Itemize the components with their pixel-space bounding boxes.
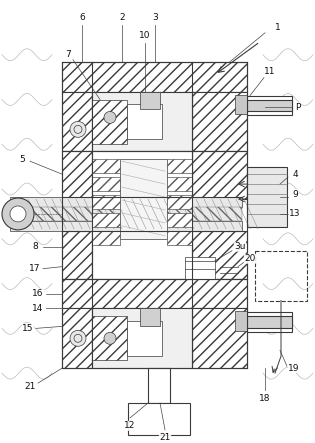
Bar — [92, 213, 120, 227]
Text: 1: 1 — [275, 23, 281, 32]
Bar — [62, 92, 92, 151]
Bar — [120, 159, 167, 239]
Text: 15: 15 — [22, 324, 34, 333]
Circle shape — [70, 330, 86, 346]
Bar — [247, 167, 287, 227]
Bar — [128, 403, 190, 435]
Text: 11: 11 — [264, 67, 276, 76]
Bar — [167, 159, 192, 173]
Bar — [92, 151, 192, 199]
Text: 3u: 3u — [234, 242, 246, 251]
Circle shape — [104, 112, 116, 124]
Text: 14: 14 — [32, 304, 44, 313]
Bar — [148, 368, 170, 403]
Bar — [247, 312, 292, 332]
Circle shape — [70, 121, 86, 137]
Text: 20: 20 — [244, 254, 256, 263]
Circle shape — [10, 206, 26, 222]
Text: 9: 9 — [292, 190, 298, 198]
Text: 3: 3 — [152, 13, 158, 23]
Text: 4: 4 — [292, 170, 298, 179]
Bar — [62, 308, 92, 368]
Bar — [192, 308, 247, 368]
Bar — [62, 151, 92, 199]
Bar — [140, 92, 160, 109]
Bar — [10, 197, 242, 207]
Text: 19: 19 — [288, 364, 300, 373]
Bar — [10, 207, 242, 221]
Circle shape — [104, 332, 116, 344]
Text: 21: 21 — [159, 433, 171, 442]
Bar — [140, 308, 160, 326]
Bar — [247, 316, 292, 328]
Bar — [247, 96, 292, 116]
Bar — [247, 100, 292, 112]
Bar — [10, 221, 242, 231]
Bar — [235, 94, 247, 114]
Text: P: P — [295, 103, 301, 112]
Bar — [192, 92, 247, 151]
Text: 5: 5 — [19, 155, 25, 164]
Bar — [167, 177, 192, 191]
Text: 10: 10 — [139, 31, 151, 40]
Text: 12: 12 — [124, 421, 136, 431]
Text: 18: 18 — [259, 393, 271, 403]
Text: 13: 13 — [289, 210, 301, 218]
Bar — [255, 251, 307, 300]
Bar — [92, 316, 127, 360]
Bar — [92, 231, 192, 279]
Bar — [167, 195, 192, 209]
Text: 2: 2 — [119, 13, 125, 23]
Bar — [92, 177, 120, 191]
Text: 7: 7 — [65, 50, 71, 59]
Bar — [92, 308, 192, 368]
Circle shape — [2, 198, 34, 230]
Text: 21: 21 — [24, 381, 36, 391]
Bar — [92, 159, 120, 173]
Bar — [92, 92, 192, 151]
Bar — [192, 231, 247, 279]
Bar — [62, 231, 92, 279]
Bar — [127, 322, 162, 356]
Text: 16: 16 — [32, 289, 44, 298]
Bar — [62, 279, 247, 308]
Bar — [235, 311, 247, 331]
Bar — [185, 257, 215, 279]
Text: 8: 8 — [32, 242, 38, 251]
Bar — [192, 151, 247, 199]
Text: 17: 17 — [29, 264, 41, 273]
Bar — [167, 213, 192, 227]
Bar — [92, 195, 120, 209]
Bar — [62, 62, 247, 92]
Bar — [92, 100, 127, 144]
Text: 6: 6 — [79, 13, 85, 23]
Bar — [167, 231, 192, 245]
Bar — [92, 231, 120, 245]
Bar — [127, 105, 162, 139]
